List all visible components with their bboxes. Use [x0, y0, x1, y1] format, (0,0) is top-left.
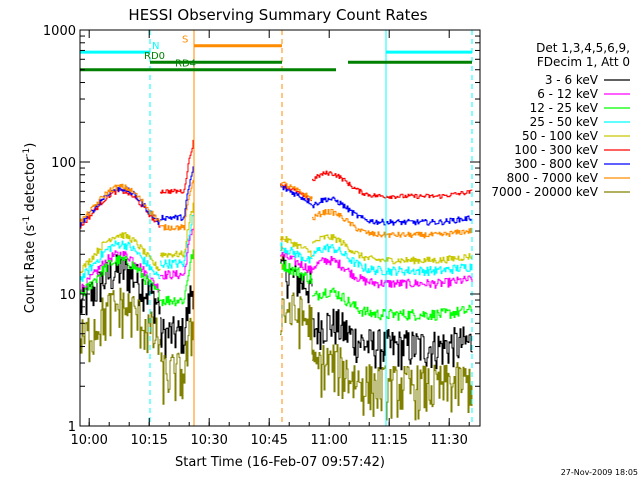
series-4-segment-4 — [312, 243, 473, 276]
series-4-segment-3 — [280, 242, 313, 264]
chart-title: HESSI Observing Summary Count Rates — [128, 6, 427, 24]
y-tick-label-3: 100 — [51, 156, 76, 171]
series-6-segment-2 — [160, 137, 195, 194]
series-9-segment-3 — [280, 292, 313, 355]
x-tick-label-4: 10:45 — [250, 433, 287, 448]
series-5-segment-1 — [80, 232, 161, 273]
series-8-segment-3 — [280, 181, 313, 201]
series-6-segment-1 — [80, 188, 161, 229]
x-axis-ticks: 10:00 10:15 10:30 10:45 11:00 11:15 11:30 — [70, 30, 470, 448]
series-line-5 — [80, 202, 473, 273]
x-axis-label: Start Time (16-Feb-07 09:57:42) — [175, 455, 385, 470]
footer-timestamp: 27-Nov-2009 18:05 — [561, 468, 638, 477]
series-5-segment-2 — [160, 202, 195, 258]
series-3-segment-1 — [80, 255, 161, 302]
plot-area: N S RD0 RD4 — [79, 30, 473, 426]
legend-label-6: 100 - 300 keV — [514, 143, 598, 157]
x-tick-label-2: 10:15 — [130, 433, 167, 448]
series-8-segment-1 — [80, 183, 161, 223]
series-9-segment-2 — [160, 317, 195, 405]
y-tick-label-1: 1 — [68, 420, 76, 435]
series-9-segment-1 — [80, 287, 161, 363]
series-1-segment-1 — [80, 254, 161, 324]
flag-label-n: N — [152, 41, 159, 52]
series-2-segment-3 — [280, 251, 313, 274]
vertical-markers — [79, 30, 473, 426]
series-7-segment-1 — [80, 186, 161, 227]
series-3-segment-4 — [312, 287, 473, 321]
flag-label-s: S — [182, 35, 188, 46]
series-6-segment-4 — [312, 170, 473, 199]
y-tick-label-4: 1000 — [43, 24, 76, 39]
series-1-segment-2 — [160, 285, 195, 359]
series-3-segment-3 — [280, 260, 313, 284]
series-4-segment-2 — [160, 207, 195, 269]
series-2-segment-2 — [160, 221, 195, 280]
series-line-6 — [80, 137, 473, 229]
series-7-segment-2 — [160, 165, 195, 221]
y-axis-ticks: 1 10 100 1000 — [43, 24, 480, 435]
series-1-segment-4 — [312, 308, 473, 371]
y-axis-label: Count Rate (s-1 detector-1) — [22, 143, 38, 314]
legend-label-2: 6 - 12 keV — [537, 87, 599, 101]
series-9-segment-4 — [312, 344, 473, 421]
x-tick-label-7: 11:30 — [430, 433, 467, 448]
series-5-segment-4 — [312, 234, 473, 265]
legend-title-line-2: FDecim 1, Att 0 — [537, 55, 630, 69]
legend-label-3: 12 - 25 keV — [530, 101, 599, 115]
x-tick-label-3: 10:30 — [190, 433, 227, 448]
series-2-segment-4 — [312, 256, 473, 289]
flag-label-rd4: RD4 — [175, 59, 196, 70]
series-line-8 — [80, 172, 473, 239]
legend-label-4: 25 - 50 keV — [530, 115, 599, 129]
legend-label-9: 7000 - 20000 keV — [491, 185, 598, 199]
series-7-segment-4 — [312, 196, 473, 226]
axes-frame — [79, 29, 481, 427]
flag-label-rd0: RD0 — [144, 51, 165, 62]
series-5-segment-3 — [280, 236, 313, 257]
legend-label-7: 300 - 800 keV — [514, 157, 598, 171]
series-8-segment-2 — [160, 172, 195, 231]
x-tick-label-6: 11:15 — [370, 433, 407, 448]
y-tick-label-2: 10 — [59, 288, 76, 303]
flag-bars: N S RD0 RD4 — [80, 35, 472, 72]
series-8-segment-4 — [312, 208, 473, 239]
series-line-7 — [80, 165, 473, 227]
series-line-4 — [80, 207, 473, 282]
series-4-segment-1 — [80, 240, 161, 282]
legend-title-line-1: Det 1,3,4,5,6,9, — [536, 41, 630, 55]
series-7-segment-3 — [280, 184, 313, 206]
legend-label-5: 50 - 100 keV — [522, 129, 599, 143]
series-line-3 — [80, 242, 473, 321]
x-tick-label-1: 10:00 — [70, 433, 107, 448]
series-3-segment-2 — [160, 242, 195, 307]
legend: Det 1,3,4,5,6,9, FDecim 1, Att 0 3 - 6 k… — [491, 41, 630, 199]
series-line-9 — [80, 287, 473, 421]
legend-label-1: 3 - 6 keV — [545, 73, 599, 87]
legend-label-8: 800 - 7000 keV — [507, 171, 599, 185]
x-tick-label-5: 11:00 — [310, 433, 347, 448]
